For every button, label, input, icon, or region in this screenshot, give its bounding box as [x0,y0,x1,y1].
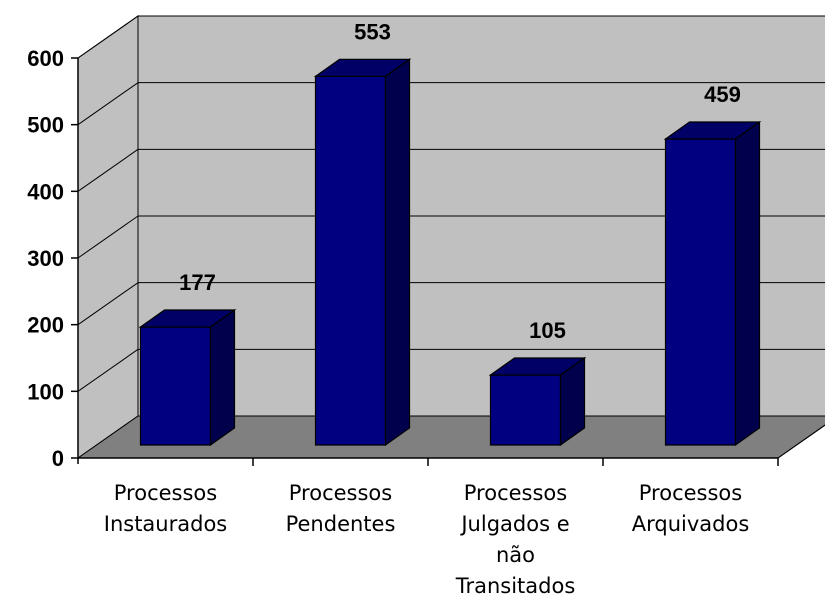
gridline-side [77,15,139,59]
x-tick-label: Processos Arquivados [632,481,750,536]
gridline-side [77,282,139,326]
y-tick-label: 0 [52,446,64,471]
x-tick-label: Processos Instaurados [104,481,227,536]
x-tick-label: Processos Pendentes [286,481,396,536]
data-label: 105 [529,318,566,343]
x-tick-label-line: Julgados e [459,512,569,536]
y-tick-label: 600 [27,46,64,71]
floor-edge [777,424,825,459]
bar [488,356,587,447]
y-tick-label: 400 [27,179,64,204]
x-tick-label-line: Transitados [455,574,576,598]
x-tick-label: Processos Julgados e não Transitados [455,481,576,598]
y-tick-labels: 0 100 200 300 400 500 600 [27,46,64,471]
bar-front [139,326,212,446]
x-tick-label-line: Processos [464,481,567,505]
data-label: 177 [179,270,216,295]
data-label: 553 [354,19,391,44]
bar-side [559,356,586,447]
gridline-side [77,82,139,126]
bar [663,120,762,447]
bar-side [209,308,236,447]
bar-front [314,75,387,446]
y-tick-label: 300 [27,246,64,271]
x-tick-label-line: Processos [289,481,392,505]
bar [313,58,412,447]
data-label: 459 [704,82,741,107]
bar-side [734,120,761,447]
axes [71,57,825,466]
x-tick-label-line: Instaurados [104,512,227,536]
gridline-side [77,215,139,259]
gridline-side [77,348,139,392]
x-tick-label-line: Processos [639,481,742,505]
x-tick-label-line: não [496,543,535,567]
y-tick-label: 500 [27,113,64,138]
x-tick-label-line: Processos [114,481,217,505]
x-tick-label-line: Arquivados [632,512,750,536]
bar-side [384,58,411,447]
y-tick-label: 200 [27,313,64,338]
x-tick-label-line: Pendentes [286,512,396,536]
bar [138,308,237,447]
gridline-side [77,148,139,192]
data-labels: 177 553 105 459 [179,19,741,343]
y-tick-label: 100 [27,379,64,404]
bar-front [489,374,562,446]
bars [138,58,762,447]
bar-front [664,138,737,446]
